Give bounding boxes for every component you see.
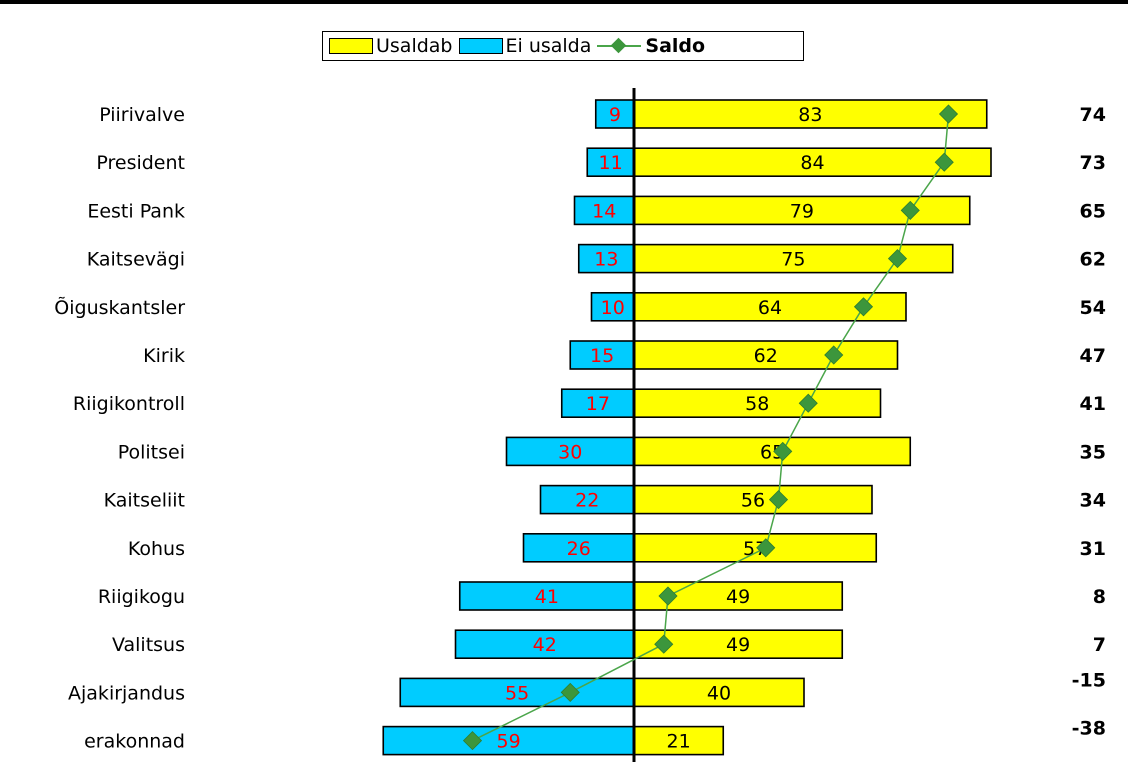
saldo-marker: [768, 490, 789, 510]
saldo-value-label: 54: [1080, 297, 1106, 319]
legend-label-saldo: Saldo: [645, 35, 706, 57]
bar-trust: [633, 388, 882, 419]
legend-label-distrust: Ei usalda: [505, 35, 592, 57]
chart-legend: Usaldab Ei usalda Saldo: [322, 31, 804, 61]
bar-trust: [633, 725, 725, 756]
bar-distrust: [577, 243, 635, 274]
bar-distrust: [594, 99, 635, 129]
bar-distrust: [573, 195, 635, 226]
bar-label-distrust: 22: [575, 490, 599, 512]
saldo-marker: [824, 345, 844, 365]
saldo-value-label: 74: [1080, 104, 1106, 126]
legend-swatch-distrust: [458, 38, 503, 54]
bar-label-distrust: 42: [533, 634, 557, 656]
bar-trust: [633, 147, 992, 177]
category-label: Kaitseliit: [104, 490, 185, 512]
legend-label-trust: Usaldab: [376, 35, 453, 57]
bar-label-trust: 49: [726, 634, 750, 656]
bar-label-trust: 40: [707, 682, 731, 704]
category-label: Õiguskantsler: [54, 296, 185, 319]
bar-distrust: [522, 532, 635, 563]
saldo-value-label: 41: [1080, 393, 1106, 415]
bar-label-distrust: 10: [601, 297, 625, 319]
bar-distrust: [569, 340, 635, 370]
saldo-marker: [773, 441, 793, 461]
bar-trust: [633, 340, 899, 370]
bar-trust: [633, 677, 805, 708]
bar-label-trust: 84: [800, 152, 824, 174]
saldo-value-label: 65: [1080, 200, 1106, 222]
category-label: Politsei: [118, 441, 185, 463]
saldo-value-label: 34: [1080, 490, 1106, 512]
bar-label-distrust: 15: [590, 345, 614, 367]
saldo-value-label: 35: [1080, 441, 1106, 463]
saldo-marker: [798, 393, 818, 413]
category-label: Kirik: [143, 345, 185, 367]
saldo-marker: [462, 731, 483, 751]
bar-distrust: [586, 147, 635, 177]
bar-label-distrust: 26: [567, 538, 591, 560]
bar-trust: [633, 99, 988, 129]
saldo-value-label: 7: [1093, 634, 1106, 656]
category-label: Piirivalve: [99, 104, 185, 126]
bar-label-trust: 49: [726, 586, 750, 608]
bar-label-trust: 83: [798, 104, 822, 126]
bar-label-distrust: 41: [535, 586, 559, 608]
category-label: Ajakirjandus: [68, 682, 185, 704]
bar-label-trust: 58: [745, 393, 769, 415]
category-label: erakonnad: [84, 731, 185, 753]
bar-distrust: [590, 291, 635, 322]
bar-label-distrust: 11: [599, 152, 623, 174]
saldo-marker: [654, 634, 674, 654]
saldo-value-label: -15: [1072, 669, 1106, 691]
bar-label-trust: 64: [758, 297, 782, 319]
bar-label-distrust: 55: [505, 682, 529, 704]
bar-label-distrust: 59: [497, 731, 521, 753]
category-label: Valitsus: [112, 634, 185, 656]
saldo-marker: [887, 249, 908, 269]
bar-label-distrust: 9: [609, 104, 621, 126]
legend-item-distrust: Ei usalda: [458, 35, 592, 57]
saldo-marker: [560, 682, 580, 702]
saldo-value-label: -38: [1072, 718, 1106, 740]
saldo-marker: [756, 538, 776, 558]
category-label: Kaitsevägi: [87, 249, 185, 271]
bar-distrust: [382, 725, 635, 756]
top-rule: [0, 0, 1128, 4]
bar-label-distrust: 14: [592, 200, 616, 222]
bar-trust: [633, 484, 873, 515]
bar-label-distrust: 13: [594, 249, 618, 271]
bar-label-distrust: 17: [586, 393, 610, 415]
bar-label-distrust: 30: [558, 441, 582, 463]
bar-distrust: [454, 629, 635, 660]
legend-swatch-trust: [329, 38, 373, 54]
category-label: President: [96, 152, 185, 174]
bar-label-trust: 56: [741, 490, 765, 512]
saldo-marker: [938, 104, 959, 124]
category-label: Riigikontroll: [73, 393, 185, 415]
bar-label-trust: 75: [781, 249, 805, 271]
bar-distrust: [560, 388, 635, 419]
saldo-marker: [934, 152, 954, 172]
category-label: Riigikogu: [98, 586, 185, 608]
saldo-value-label: 73: [1080, 152, 1106, 174]
bar-distrust: [505, 436, 635, 467]
legend-item-trust: Usaldab: [329, 35, 453, 57]
category-label: Kohus: [128, 538, 185, 560]
saldo-value-label: 47: [1080, 345, 1106, 367]
category-label: Eesti Pank: [87, 200, 185, 222]
saldo-value-label: 31: [1080, 538, 1106, 560]
bar-label-trust: 21: [667, 731, 691, 753]
bar-label-trust: 62: [754, 345, 778, 367]
saldo-marker: [658, 586, 678, 606]
legend-item-saldo: Saldo: [597, 35, 705, 57]
saldo-marker: [900, 200, 920, 220]
saldo-value-label: 8: [1093, 586, 1106, 608]
legend-marker-saldo: [597, 38, 642, 54]
saldo-value-label: 62: [1080, 249, 1106, 271]
bar-label-trust: 79: [790, 200, 814, 222]
saldo-marker: [853, 297, 874, 317]
